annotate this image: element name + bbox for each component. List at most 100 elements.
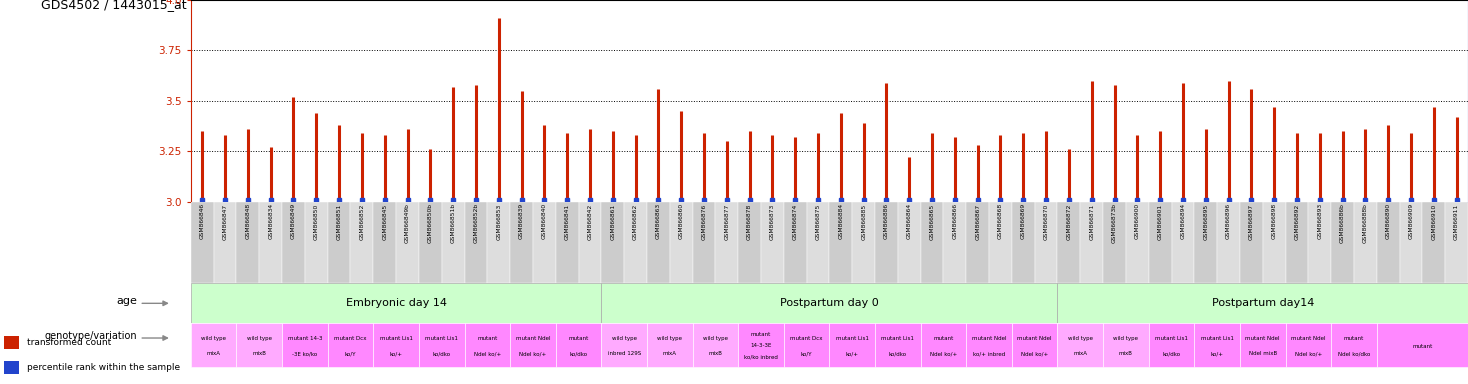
Text: GSM866909: GSM866909	[1408, 203, 1414, 240]
Bar	[1011, 202, 1035, 283]
Bar	[4, 361, 19, 374]
Bar	[351, 202, 373, 283]
Text: percentile rank within the sample: percentile rank within the sample	[26, 363, 181, 372]
Text: GSM866849b: GSM866849b	[405, 203, 410, 243]
Text: GSM866885: GSM866885	[862, 203, 866, 240]
Bar	[1445, 202, 1468, 283]
Text: GSM866870: GSM866870	[1044, 203, 1048, 240]
Bar	[236, 202, 260, 283]
Text: Ndel mixB: Ndel mixB	[1249, 351, 1277, 356]
Bar	[920, 202, 944, 283]
Text: GSM866900: GSM866900	[1135, 203, 1139, 240]
Bar	[487, 202, 511, 283]
Text: ko/+: ko/+	[1211, 351, 1224, 356]
Text: GSM866886: GSM866886	[884, 203, 890, 240]
Bar	[327, 323, 373, 367]
Text: Ndel ko/dko: Ndel ko/dko	[1337, 351, 1370, 356]
Bar	[1148, 202, 1171, 283]
Bar	[282, 202, 305, 283]
Text: GSM866860: GSM866860	[678, 203, 684, 240]
Text: ko/+: ko/+	[389, 351, 402, 356]
Bar	[1035, 202, 1057, 283]
Text: GSM866884: GSM866884	[838, 203, 843, 240]
Text: GSM866865: GSM866865	[929, 203, 935, 240]
Bar	[1195, 202, 1217, 283]
Text: GSM866868: GSM866868	[998, 203, 1003, 240]
Bar	[738, 202, 760, 283]
Bar	[693, 323, 738, 367]
Bar	[829, 323, 875, 367]
Bar	[875, 323, 920, 367]
Bar	[966, 202, 989, 283]
Text: mixB: mixB	[709, 351, 722, 356]
Bar	[373, 323, 418, 367]
Bar	[1057, 323, 1102, 367]
Text: mixA: mixA	[1073, 351, 1088, 356]
Text: mutant Lis1: mutant Lis1	[1201, 336, 1233, 341]
Bar	[920, 323, 966, 367]
Bar	[898, 202, 920, 283]
Bar	[944, 202, 966, 283]
Bar	[738, 323, 784, 367]
Text: GSM866875: GSM866875	[816, 203, 821, 240]
Bar	[464, 323, 511, 367]
Text: mutant: mutant	[1412, 344, 1433, 349]
Text: ko/ko inbred: ko/ko inbred	[744, 354, 778, 359]
Text: transformed count: transformed count	[26, 338, 112, 347]
Text: GSM866893: GSM866893	[1317, 203, 1323, 240]
Text: wild type: wild type	[201, 336, 226, 341]
Text: mutant Ndel: mutant Ndel	[515, 336, 550, 341]
Text: GSM866852: GSM866852	[360, 203, 364, 240]
Text: GSM866877: GSM866877	[724, 203, 730, 240]
Text: GSM866866: GSM866866	[953, 203, 957, 240]
Text: mixB: mixB	[252, 351, 266, 356]
Bar	[760, 202, 784, 283]
Text: mutant Ndel: mutant Ndel	[972, 336, 1007, 341]
Text: Ndel ko/+: Ndel ko/+	[1295, 351, 1323, 356]
Text: GSM866911: GSM866911	[1455, 203, 1459, 240]
Text: mutant 14-3: mutant 14-3	[288, 336, 321, 341]
Bar	[533, 202, 556, 283]
Text: mutant: mutant	[477, 336, 498, 341]
Text: mutant Dcx: mutant Dcx	[790, 336, 824, 341]
Text: 14-3-3E: 14-3-3E	[750, 343, 772, 348]
Bar	[1399, 202, 1422, 283]
Bar	[624, 202, 647, 283]
Bar	[1308, 202, 1331, 283]
Bar	[282, 323, 327, 367]
Bar	[1286, 323, 1331, 367]
Text: GSM866834: GSM866834	[269, 203, 273, 240]
Text: mutant: mutant	[750, 332, 771, 337]
Bar	[556, 202, 578, 283]
Text: ko/+: ko/+	[846, 351, 859, 356]
Bar	[966, 323, 1011, 367]
Bar	[418, 202, 442, 283]
Text: GSM866851b: GSM866851b	[451, 203, 455, 243]
Text: mutant: mutant	[1343, 336, 1364, 341]
Text: age: age	[116, 296, 138, 306]
Text: GSM866861: GSM866861	[611, 203, 615, 240]
Text: GSM866845: GSM866845	[382, 203, 388, 240]
Text: GDS4502 / 1443015_at: GDS4502 / 1443015_at	[41, 0, 186, 11]
Bar	[784, 202, 806, 283]
Bar	[4, 336, 19, 349]
Bar	[1422, 202, 1445, 283]
Bar	[1148, 323, 1195, 367]
Text: GSM866876: GSM866876	[702, 203, 706, 240]
Text: ko/Y: ko/Y	[802, 351, 812, 356]
Text: GSM866851: GSM866851	[336, 203, 342, 240]
Text: mixB: mixB	[1119, 351, 1133, 356]
Text: ko/dko: ko/dko	[888, 351, 907, 356]
Text: GSM866897: GSM866897	[1249, 203, 1254, 240]
Text: mixA: mixA	[207, 351, 220, 356]
Text: mutant Ndel: mutant Ndel	[1245, 336, 1280, 341]
Bar	[260, 202, 282, 283]
Bar	[418, 323, 464, 367]
Bar	[396, 202, 418, 283]
Bar	[829, 202, 853, 283]
Text: Postpartum day14: Postpartum day14	[1211, 298, 1314, 308]
Text: GSM866873: GSM866873	[769, 203, 775, 240]
Text: GSM866896: GSM866896	[1226, 203, 1232, 240]
Bar	[1057, 202, 1080, 283]
Text: wild type: wild type	[247, 336, 272, 341]
